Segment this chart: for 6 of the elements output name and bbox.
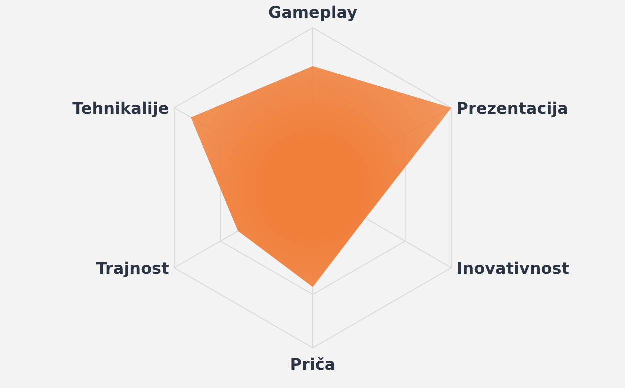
spoke-label: Tehnikalije [72, 99, 170, 118]
spoke-label: Gameplay [268, 3, 358, 22]
spoke-label: Trajnost [96, 259, 170, 278]
spoke-label: Priča [290, 355, 336, 374]
spoke-label: Prezentacija [456, 99, 568, 118]
spoke-label: Inovativnost [456, 259, 570, 278]
